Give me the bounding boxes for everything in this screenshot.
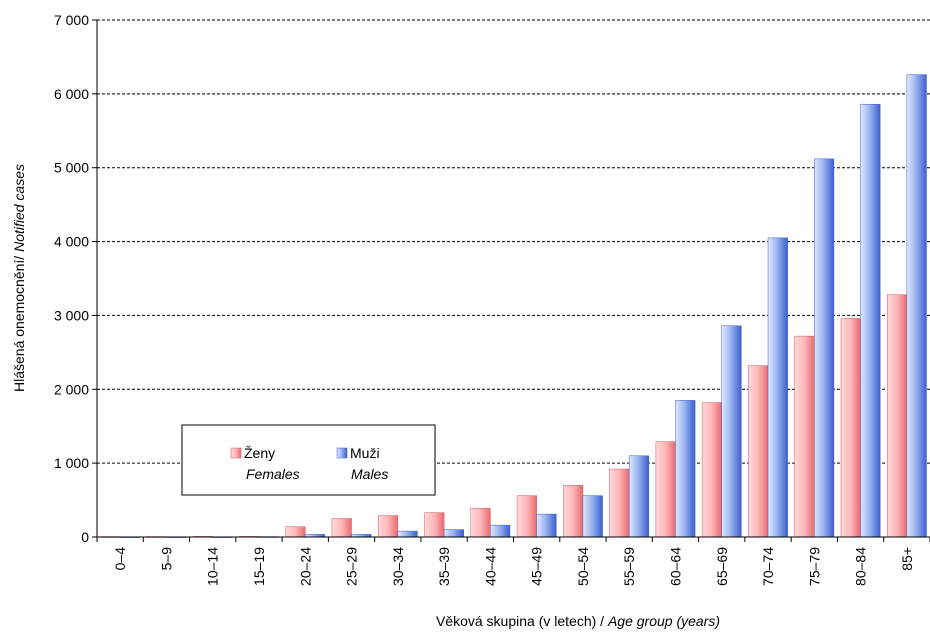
bar-males: [490, 524, 511, 538]
legend-swatch-males: [336, 447, 348, 459]
x-tick-label: 35–39: [436, 547, 452, 586]
y-tick-label: 1 000: [54, 455, 89, 471]
bar-females: [285, 526, 306, 538]
bar-females: [470, 507, 491, 538]
bar-females: [794, 335, 815, 538]
y-tick-label: 3 000: [54, 307, 89, 323]
x-tick-label: 85+: [899, 547, 915, 571]
x-axis-title: Věková skupina (v letech) / Age group (y…: [436, 613, 720, 629]
bar-males: [628, 455, 650, 538]
bar-females: [655, 441, 676, 538]
y-tick-label: 0: [81, 529, 89, 545]
y-tick-label: 6 000: [54, 86, 89, 102]
bar-females: [748, 365, 769, 538]
x-tick-label: 20–24: [297, 547, 313, 586]
bar-males: [814, 158, 835, 538]
bar-males: [582, 495, 603, 538]
bar-males: [721, 325, 742, 538]
x-tick-label: 65–69: [714, 547, 730, 586]
bar-males: [906, 74, 927, 538]
legend-label-males: Muži: [350, 445, 380, 461]
x-tick-label: 5–9: [158, 547, 174, 571]
bar-females: [331, 518, 352, 538]
legend-label-females: Ženy: [244, 445, 275, 461]
bar-females: [377, 515, 399, 538]
x-tick-label: 45–49: [529, 547, 545, 586]
bar-males: [443, 529, 464, 538]
x-tick-label: 30–34: [390, 547, 406, 586]
x-tick-label: 50–54: [575, 547, 591, 586]
x-tick-label: 55–59: [621, 547, 637, 586]
bar-females: [840, 318, 861, 538]
x-tick-label: 10–14: [205, 547, 221, 586]
x-tick-label: 15–19: [251, 547, 267, 586]
x-axis-title-cz: Věková skupina (v letech) /: [436, 613, 608, 629]
legend-box: [181, 424, 436, 496]
bar-females: [424, 512, 445, 538]
legend-label-males-en: Males: [351, 466, 388, 482]
y-tick-labels: 0 1 000 2 000 3 000 4 000 5 000 6 000 7 000: [54, 12, 97, 545]
legend-swatch-females: [230, 447, 242, 459]
x-tick-label: 0–4: [112, 547, 128, 571]
legend-label-females-en: Females: [246, 466, 300, 482]
x-tick-label: 70–74: [760, 547, 776, 586]
y-axis-title-en: Notified cases: [11, 164, 27, 252]
bar-males: [536, 513, 557, 538]
bar-males: [860, 103, 881, 538]
x-tick-label: 60–64: [667, 547, 683, 586]
x-axis-title-en: Age group (years): [607, 613, 720, 629]
bars: [100, 74, 927, 538]
bar-females: [516, 495, 537, 538]
x-tick-labels: 0–4 5–9 10–14 15–19 20–24 25–29 30–34 35–39 40–4…: [96, 537, 930, 586]
bar-females: [563, 485, 584, 538]
bar-males: [397, 530, 418, 538]
y-tick-label: 7 000: [54, 12, 89, 28]
y-tick-label: 2 000: [54, 381, 89, 397]
gridlines: [97, 19, 930, 464]
x-tick-label: 40–44: [482, 547, 498, 586]
bar-females: [609, 468, 630, 538]
legend: Ženy Females Muži Males: [181, 424, 436, 496]
bar-males: [767, 237, 788, 538]
y-axis-title-cz: Hlášená onemocnění/: [11, 256, 27, 392]
y-tick-label: 4 000: [54, 234, 89, 250]
bar-females: [887, 294, 908, 538]
y-tick-label: 5 000: [54, 160, 89, 176]
bar-females: [701, 402, 723, 538]
y-axis-title: Hlášená onemocnění/ Notified cases: [11, 164, 27, 392]
x-tick-label: 80–84: [853, 547, 869, 586]
bar-males: [675, 400, 696, 538]
x-tick-label: 25–29: [344, 547, 360, 586]
x-tick-label: 75–79: [806, 547, 822, 586]
